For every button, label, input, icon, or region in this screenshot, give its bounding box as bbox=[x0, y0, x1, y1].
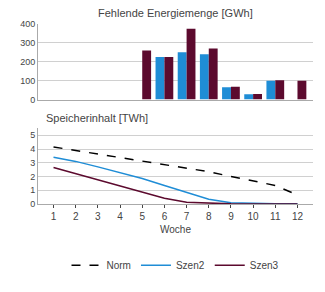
svg-text:1: 1 bbox=[30, 185, 35, 195]
svg-text:0: 0 bbox=[30, 199, 35, 209]
svg-text:2: 2 bbox=[30, 172, 35, 182]
svg-text:4: 4 bbox=[30, 144, 35, 154]
svg-text:Norm: Norm bbox=[107, 260, 131, 271]
svg-text:0: 0 bbox=[30, 95, 35, 105]
svg-text:12: 12 bbox=[292, 211, 304, 222]
svg-text:6: 6 bbox=[162, 211, 168, 222]
svg-text:Woche: Woche bbox=[160, 224, 191, 235]
svg-text:10: 10 bbox=[248, 211, 260, 222]
svg-text:1: 1 bbox=[51, 211, 57, 222]
svg-text:Szen2: Szen2 bbox=[176, 260, 205, 271]
svg-text:4: 4 bbox=[117, 211, 123, 222]
svg-text:200: 200 bbox=[20, 57, 35, 67]
svg-text:7: 7 bbox=[184, 211, 190, 222]
svg-text:9: 9 bbox=[228, 211, 234, 222]
svg-text:300: 300 bbox=[20, 38, 35, 48]
svg-text:8: 8 bbox=[206, 211, 212, 222]
svg-text:Szen3: Szen3 bbox=[250, 260, 279, 271]
svg-text:Speicherinhalt [TWh]: Speicherinhalt [TWh] bbox=[46, 112, 148, 124]
svg-text:5: 5 bbox=[30, 130, 35, 140]
svg-text:2: 2 bbox=[73, 211, 79, 222]
svg-text:3: 3 bbox=[30, 158, 35, 168]
svg-text:400: 400 bbox=[20, 19, 35, 29]
svg-text:3: 3 bbox=[95, 211, 101, 222]
svg-text:5: 5 bbox=[139, 211, 145, 222]
svg-text:100: 100 bbox=[20, 76, 35, 86]
svg-text:11: 11 bbox=[270, 211, 281, 222]
svg-text:Fehlende Energiemenge [GWh]: Fehlende Energiemenge [GWh] bbox=[98, 7, 253, 19]
